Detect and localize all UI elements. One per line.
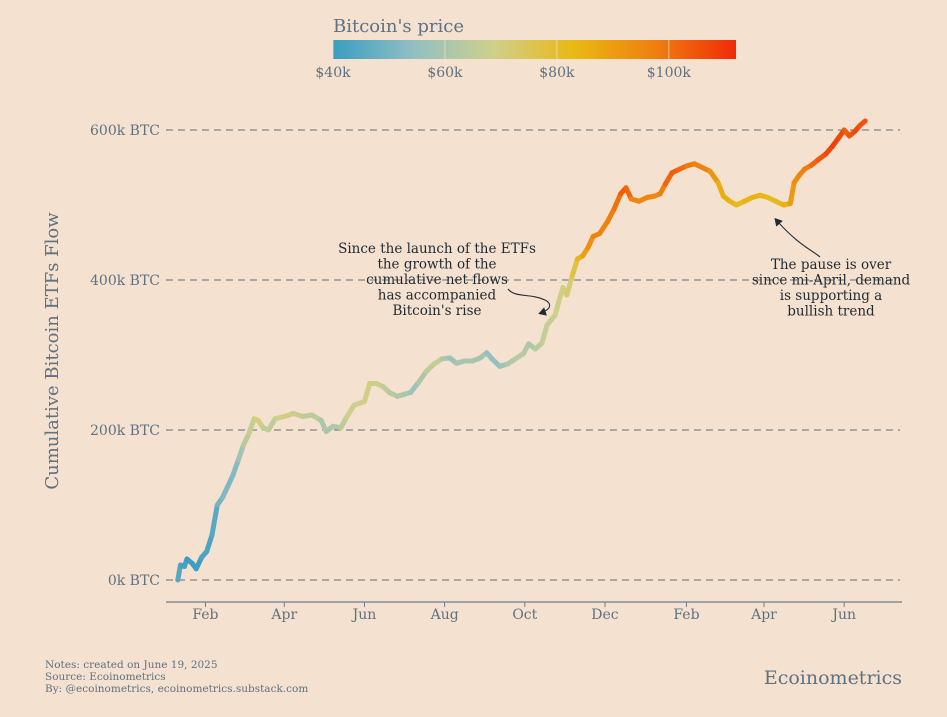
grid <box>166 129 900 581</box>
x-tick-label: Aug <box>430 607 459 623</box>
annotation-pause-text: The pause is over since mi-April, demand i… <box>752 257 911 320</box>
annotation-launch: Since the launch of the ETFs the growth o… <box>338 241 551 319</box>
legend-title: Bitcoin's price <box>333 16 464 37</box>
series-segment <box>564 273 575 298</box>
series-segment <box>204 532 215 554</box>
annotation-pause-arrow <box>774 217 821 258</box>
legend-tick-label: $80k <box>539 65 575 81</box>
series-segment <box>857 118 868 128</box>
x-tick-label: Oct <box>512 607 537 623</box>
series-segment <box>246 416 257 437</box>
series-segment <box>611 191 624 212</box>
footer-notes: Notes: created on June 19, 2025 Source: … <box>45 659 308 695</box>
legend-tick-label: $40k <box>315 65 351 81</box>
y-tick-label: 0k BTC <box>108 573 160 589</box>
series-line <box>175 118 868 583</box>
notes-text: Notes: created on June 19, 2025 <box>45 659 218 671</box>
series-segment <box>539 322 550 346</box>
x-tick-label: Jun <box>830 607 856 623</box>
series-segment <box>552 285 566 318</box>
series-segment <box>362 381 373 404</box>
annotation-pause: The pause is over since mi-April, demand i… <box>752 217 911 320</box>
y-tick-label: 200k BTC <box>90 423 160 439</box>
series-segment <box>787 180 797 206</box>
y-axis: 0k BTC 200k BTC 400k BTC 600k BTC <box>90 123 160 589</box>
byline-text: By: @ecoinometrics, ecoinometrics.substa… <box>45 683 309 695</box>
legend-color-bar <box>333 40 736 59</box>
brand-logo-text: Ecoinometrics <box>763 667 902 689</box>
legend-tick-label: $60k <box>427 65 463 81</box>
annotations: Since the launch of the ETFs the growth o… <box>338 217 911 320</box>
x-tick-label: Dec <box>591 607 619 623</box>
legend-tick-label: $100k <box>647 65 692 81</box>
x-tick-label: Apr <box>750 607 777 623</box>
source-text: Source: Ecoinometrics <box>45 671 166 683</box>
series-segment <box>569 256 580 279</box>
series-segment <box>209 502 220 538</box>
x-tick-label: Feb <box>673 607 699 623</box>
y-tick-label: 400k BTC <box>90 273 160 289</box>
price-legend: Bitcoin's price $40k $60k $80k $100k <box>315 16 736 81</box>
series-segment <box>230 457 241 478</box>
annotation-launch-arrow <box>507 288 551 316</box>
x-tick-label: Jun <box>351 607 377 623</box>
x-tick-label: Feb <box>192 607 218 623</box>
y-axis-title: Cumulative Bitcoin ETFs Flow <box>42 212 63 490</box>
series-segment <box>235 442 246 463</box>
x-axis: Feb Apr Jun Aug Oct Dec Feb Apr Jun <box>192 602 856 623</box>
x-tick-label: Apr <box>270 607 297 623</box>
y-tick-label: 600k BTC <box>90 123 160 139</box>
annotation-launch-text: Since the launch of the ETFs the growth o… <box>338 241 536 319</box>
